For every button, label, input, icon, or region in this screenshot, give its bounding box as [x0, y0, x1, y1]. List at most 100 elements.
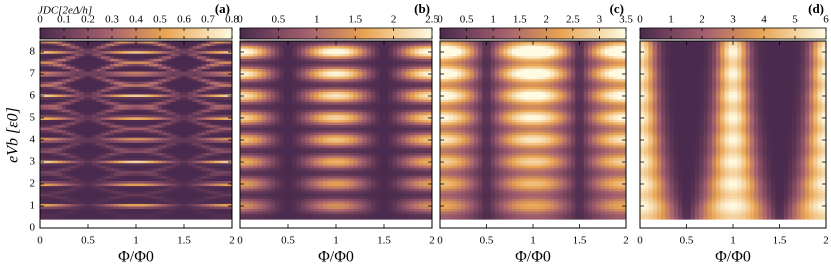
- heatmap-cell: [40, 189, 45, 192]
- heatmap-cell: [167, 112, 172, 115]
- heatmap-cell: [92, 72, 97, 75]
- heatmap-cell: [262, 69, 267, 72]
- heatmap-cell: [140, 176, 145, 179]
- heatmap-cell: [271, 178, 276, 181]
- heatmap-cell: [71, 128, 76, 131]
- heatmap-cell: [167, 44, 172, 47]
- heatmap-cell: [292, 204, 297, 207]
- heatmap-cell: [92, 209, 97, 212]
- heatmap-cell: [284, 97, 289, 100]
- heatmap-cell: [297, 120, 302, 123]
- heatmap-cell: [353, 74, 358, 77]
- heatmap-cell: [145, 82, 150, 85]
- heatmap-cell: [101, 79, 106, 82]
- heatmap-cell: [149, 115, 154, 118]
- heatmap-cell: [193, 64, 198, 67]
- heatmap-cell: [44, 168, 49, 171]
- heatmap-cell: [145, 97, 150, 100]
- heatmap-cell: [193, 153, 198, 156]
- heatmap-cell: [92, 64, 97, 67]
- heatmap-cell: [206, 184, 211, 187]
- heatmap-cell: [97, 163, 102, 166]
- heatmap-cell: [62, 107, 67, 110]
- heatmap-cell: [249, 201, 254, 204]
- heatmap-cell: [66, 74, 71, 77]
- heatmap-cell: [197, 204, 202, 207]
- heatmap-cell: [40, 82, 45, 85]
- heatmap-cell: [201, 64, 206, 67]
- heatmap-cell: [332, 51, 337, 54]
- heatmap-cell: [284, 122, 289, 125]
- heatmap-cell: [145, 102, 150, 105]
- heatmap-cell: [271, 140, 276, 143]
- heatmap-cell: [332, 66, 337, 69]
- heatmap-cell: [110, 138, 115, 141]
- heatmap-cell: [132, 176, 137, 179]
- heatmap-cell: [275, 181, 280, 184]
- heatmap-cell: [188, 94, 193, 97]
- heatmap-cell: [292, 110, 297, 113]
- heatmap-cell: [153, 74, 158, 77]
- heatmap-cell: [301, 49, 306, 52]
- heatmap-cell: [175, 92, 180, 95]
- heatmap-cell: [123, 92, 128, 95]
- heatmap-cell: [249, 156, 254, 159]
- heatmap-cell: [332, 150, 337, 153]
- heatmap-cell: [266, 107, 271, 110]
- heatmap-cell: [297, 206, 302, 209]
- heatmap-cell: [327, 69, 332, 72]
- heatmap-cell: [149, 97, 154, 100]
- heatmap-cell: [219, 110, 224, 113]
- heatmap-cell: [215, 143, 220, 146]
- heatmap-cell: [193, 107, 198, 110]
- heatmap-cell: [162, 61, 167, 64]
- heatmap-cell: [149, 51, 154, 54]
- heatmap-cell: [180, 186, 185, 189]
- heatmap-cell: [92, 161, 97, 164]
- heatmap-cell: [271, 212, 276, 215]
- heatmap-cell: [175, 97, 180, 100]
- heatmap-cell: [53, 69, 58, 72]
- heatmap-cell: [244, 173, 249, 176]
- heatmap-cell: [244, 163, 249, 166]
- heatmap-cell: [262, 46, 267, 49]
- heatmap-cell: [301, 178, 306, 181]
- heatmap-cell: [132, 204, 137, 207]
- heatmap-cell: [301, 189, 306, 192]
- heatmap-cell: [88, 122, 93, 125]
- heatmap-cell: [201, 176, 206, 179]
- heatmap-cell: [66, 201, 71, 204]
- heatmap-cell: [193, 156, 198, 159]
- heatmap-cell: [271, 148, 276, 151]
- heatmap-cell: [149, 212, 154, 215]
- heatmap-cell: [57, 120, 62, 123]
- heatmap-cell: [153, 66, 158, 69]
- heatmap-cell: [336, 117, 341, 120]
- heatmap-cell: [319, 110, 324, 113]
- heatmap-cell: [162, 44, 167, 47]
- heatmap-cell: [140, 130, 145, 133]
- heatmap-cell: [114, 150, 119, 153]
- heatmap-cell: [84, 125, 89, 128]
- heatmap-cell: [114, 61, 119, 64]
- heatmap-cell: [53, 140, 58, 143]
- heatmap-cell: [88, 206, 93, 209]
- heatmap-cell: [215, 120, 220, 123]
- heatmap-cell: [284, 115, 289, 118]
- heatmap-cell: [180, 120, 185, 123]
- heatmap-cell: [193, 44, 198, 47]
- heatmap-cell: [257, 186, 262, 189]
- heatmap-cell: [71, 181, 76, 184]
- heatmap-cell: [314, 201, 319, 204]
- heatmap-cell: [257, 161, 262, 164]
- heatmap-cell: [288, 145, 293, 148]
- heatmap-cell: [175, 49, 180, 52]
- heatmap-cell: [349, 178, 354, 181]
- heatmap-cell: [319, 189, 324, 192]
- heatmap-cell: [201, 150, 206, 153]
- heatmap-cell: [244, 46, 249, 49]
- heatmap-cell: [340, 74, 345, 77]
- heatmap-cell: [332, 138, 337, 141]
- heatmap-cell: [153, 171, 158, 174]
- heatmap-cell: [271, 176, 276, 179]
